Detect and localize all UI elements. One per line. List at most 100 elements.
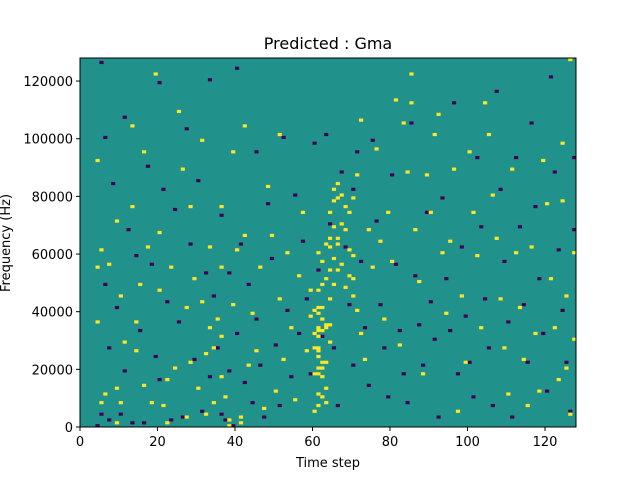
heatmap-cell-high [572,251,577,255]
heatmap-cell-low [215,346,220,350]
heatmap-cell-low [537,277,542,281]
heatmap-cell-high [374,147,379,151]
heatmap-cell-high [211,401,216,405]
heatmap-cell-high [316,403,321,408]
heatmap-cell-high [335,242,340,246]
heatmap-cell-low [564,360,569,364]
heatmap-cell-high [316,311,321,315]
heatmap-cell-low [103,135,108,140]
heatmap-cell-high [359,118,364,122]
x-tick-label: 60 [304,435,321,450]
heatmap-cell-low [479,225,484,229]
heatmap-cell-low [192,357,197,361]
heatmap-cell-high [409,72,414,76]
heatmap-cell-high [316,349,321,353]
heatmap-cell-high [324,386,329,390]
heatmap-cell-low [362,326,368,330]
heatmap-cell-high [312,331,317,336]
heatmap-cell-low [103,282,108,287]
heatmap-cell-high [304,349,309,353]
heatmap-cell-high [130,205,135,209]
heatmap-cell-low [304,297,309,301]
heatmap-cell-high [200,300,205,304]
y-tick-label: 20000 [32,363,73,378]
heatmap-cell-high [99,401,104,405]
heatmap-cell-high [320,375,325,379]
y-tick-label: 0 [65,421,73,436]
heatmap-cell-low [269,256,275,261]
heatmap-cell-low [475,156,480,160]
heatmap-cell-high [351,196,356,200]
heatmap-cell-low [432,337,437,341]
heatmap-cell-low [176,320,182,324]
heatmap-cell-high [231,150,236,154]
heatmap-cell-low [339,170,344,174]
heatmap-cell-low [227,271,232,275]
heatmap-cell-high [153,72,158,76]
heatmap-cell-high [231,303,236,307]
heatmap-cell-low [118,412,123,416]
heatmap-cell-high [99,248,104,252]
heatmap-cell-high [335,268,340,272]
heatmap-cell-high [324,360,329,364]
heatmap-cell-high [219,334,224,338]
heatmap-cell-high [324,277,329,281]
heatmap-cell-low [386,395,391,399]
heatmap-cell-high [192,277,197,281]
heatmap-cell-high [223,395,228,399]
heatmap-cell-high [490,193,495,197]
heatmap-cell-high [138,282,143,287]
heatmap-cell-high [572,337,577,341]
heatmap-cell-low [506,320,511,324]
heatmap-cell-high [114,421,120,425]
heatmap-cell-low [521,303,526,307]
heatmap-cell-low [417,323,422,327]
heatmap-cell-high [320,395,325,399]
heatmap-cell-low [142,421,147,425]
heatmap-cell-low [529,121,534,125]
heatmap-cell-low [293,193,298,197]
heatmap-cell-low [483,297,488,301]
chart-title: Predicted : Gma [264,34,392,53]
heatmap-cell-low [238,242,244,246]
x-axis-ticks: 0 20 40 60 80 100 120 [76,427,557,450]
heatmap-cell-low [204,271,209,275]
heatmap-cell-high [289,326,294,330]
heatmap-cell-high [444,311,449,315]
heatmap-cell-high [370,265,375,269]
heatmap-cell-high [242,124,247,128]
heatmap-cell-low [184,127,189,131]
heatmap-cell-high [207,326,213,330]
heatmap-cell-low [300,239,306,243]
heatmap-cell-high [506,392,511,396]
heatmap-cell-high [196,386,201,390]
heatmap-cell-low [219,213,224,217]
heatmap-cell-low [324,132,329,137]
heatmap-cell-low [541,331,546,336]
heatmap-cell-low [335,403,340,408]
heatmap-cell-high [471,210,476,214]
heatmap-cell-high [316,372,321,376]
x-tick-label: 20 [149,435,166,450]
heatmap-cell-high [169,265,174,269]
heatmap-cell-high [184,305,189,310]
heatmap-cell-high [448,239,453,243]
heatmap-cell-high [273,389,278,393]
heatmap-cell-high [355,173,360,177]
heatmap-cell-high [351,254,356,258]
heatmap-cell-low [525,360,530,364]
heatmap-cell-high [316,334,321,338]
heatmap-cell-high [452,167,457,171]
heatmap-cell-low [180,415,185,419]
heatmap-cell-low [235,331,240,336]
heatmap-cell-low [246,282,251,287]
heatmap-cell-high [541,158,546,163]
heatmap-cell-high [161,403,166,408]
heatmap-cell-low [173,207,178,212]
heatmap-cell-high [339,222,344,226]
heatmap-cell-high [316,354,321,359]
x-tick-label: 100 [455,435,480,450]
heatmap-cell-low [448,328,453,333]
heatmap-cell-high [537,389,542,393]
